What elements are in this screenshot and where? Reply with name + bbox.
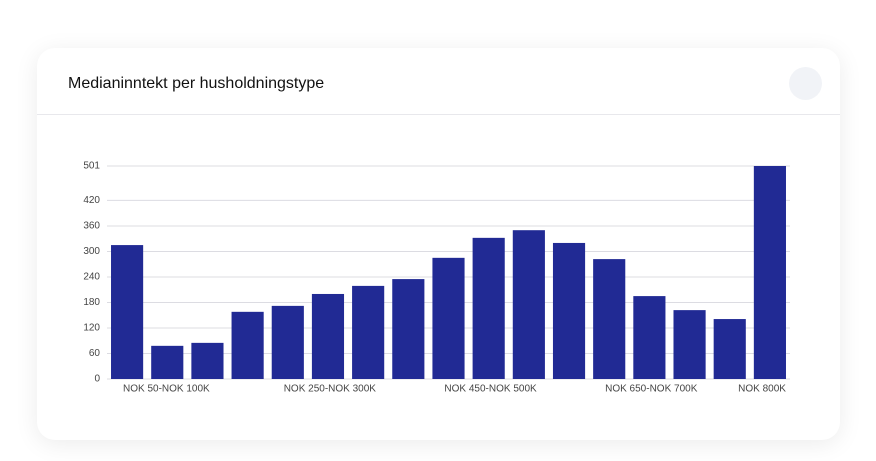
divider bbox=[37, 114, 840, 115]
y-tick-label: 360 bbox=[83, 221, 100, 232]
bar bbox=[512, 230, 545, 379]
x-tick-label: NOK 250-NOK 300K bbox=[284, 384, 377, 395]
bar bbox=[552, 242, 586, 379]
bar bbox=[151, 345, 184, 379]
y-tick-label: 420 bbox=[83, 195, 100, 206]
y-tick-label: 240 bbox=[83, 272, 100, 283]
x-tick-label: NOK 800K bbox=[738, 384, 786, 395]
bar bbox=[633, 296, 666, 379]
chart-title: Medianinntekt per husholdningstype bbox=[68, 75, 325, 92]
bar bbox=[231, 311, 264, 379]
y-tick-label: 300 bbox=[83, 246, 100, 257]
y-tick-label: 120 bbox=[83, 323, 100, 334]
bar bbox=[673, 310, 706, 379]
bar bbox=[392, 279, 425, 379]
x-tick-label: NOK 50-NOK 100K bbox=[123, 384, 210, 395]
bar bbox=[311, 293, 345, 379]
bar bbox=[111, 245, 144, 379]
bar bbox=[593, 259, 626, 379]
y-tick-label: 501 bbox=[83, 161, 100, 172]
bar bbox=[472, 237, 505, 379]
bar bbox=[352, 285, 385, 379]
bar bbox=[271, 305, 304, 379]
y-tick-label: 180 bbox=[83, 297, 100, 308]
x-tick-label: NOK 650-NOK 700K bbox=[605, 384, 698, 395]
bar bbox=[713, 319, 746, 379]
menu-button[interactable] bbox=[789, 67, 822, 100]
bar bbox=[191, 342, 224, 379]
x-tick-label: NOK 450-NOK 500K bbox=[444, 384, 537, 395]
bar bbox=[753, 166, 786, 379]
y-tick-label: 0 bbox=[94, 374, 100, 385]
bar bbox=[432, 257, 465, 379]
y-tick-label: 60 bbox=[89, 348, 101, 359]
